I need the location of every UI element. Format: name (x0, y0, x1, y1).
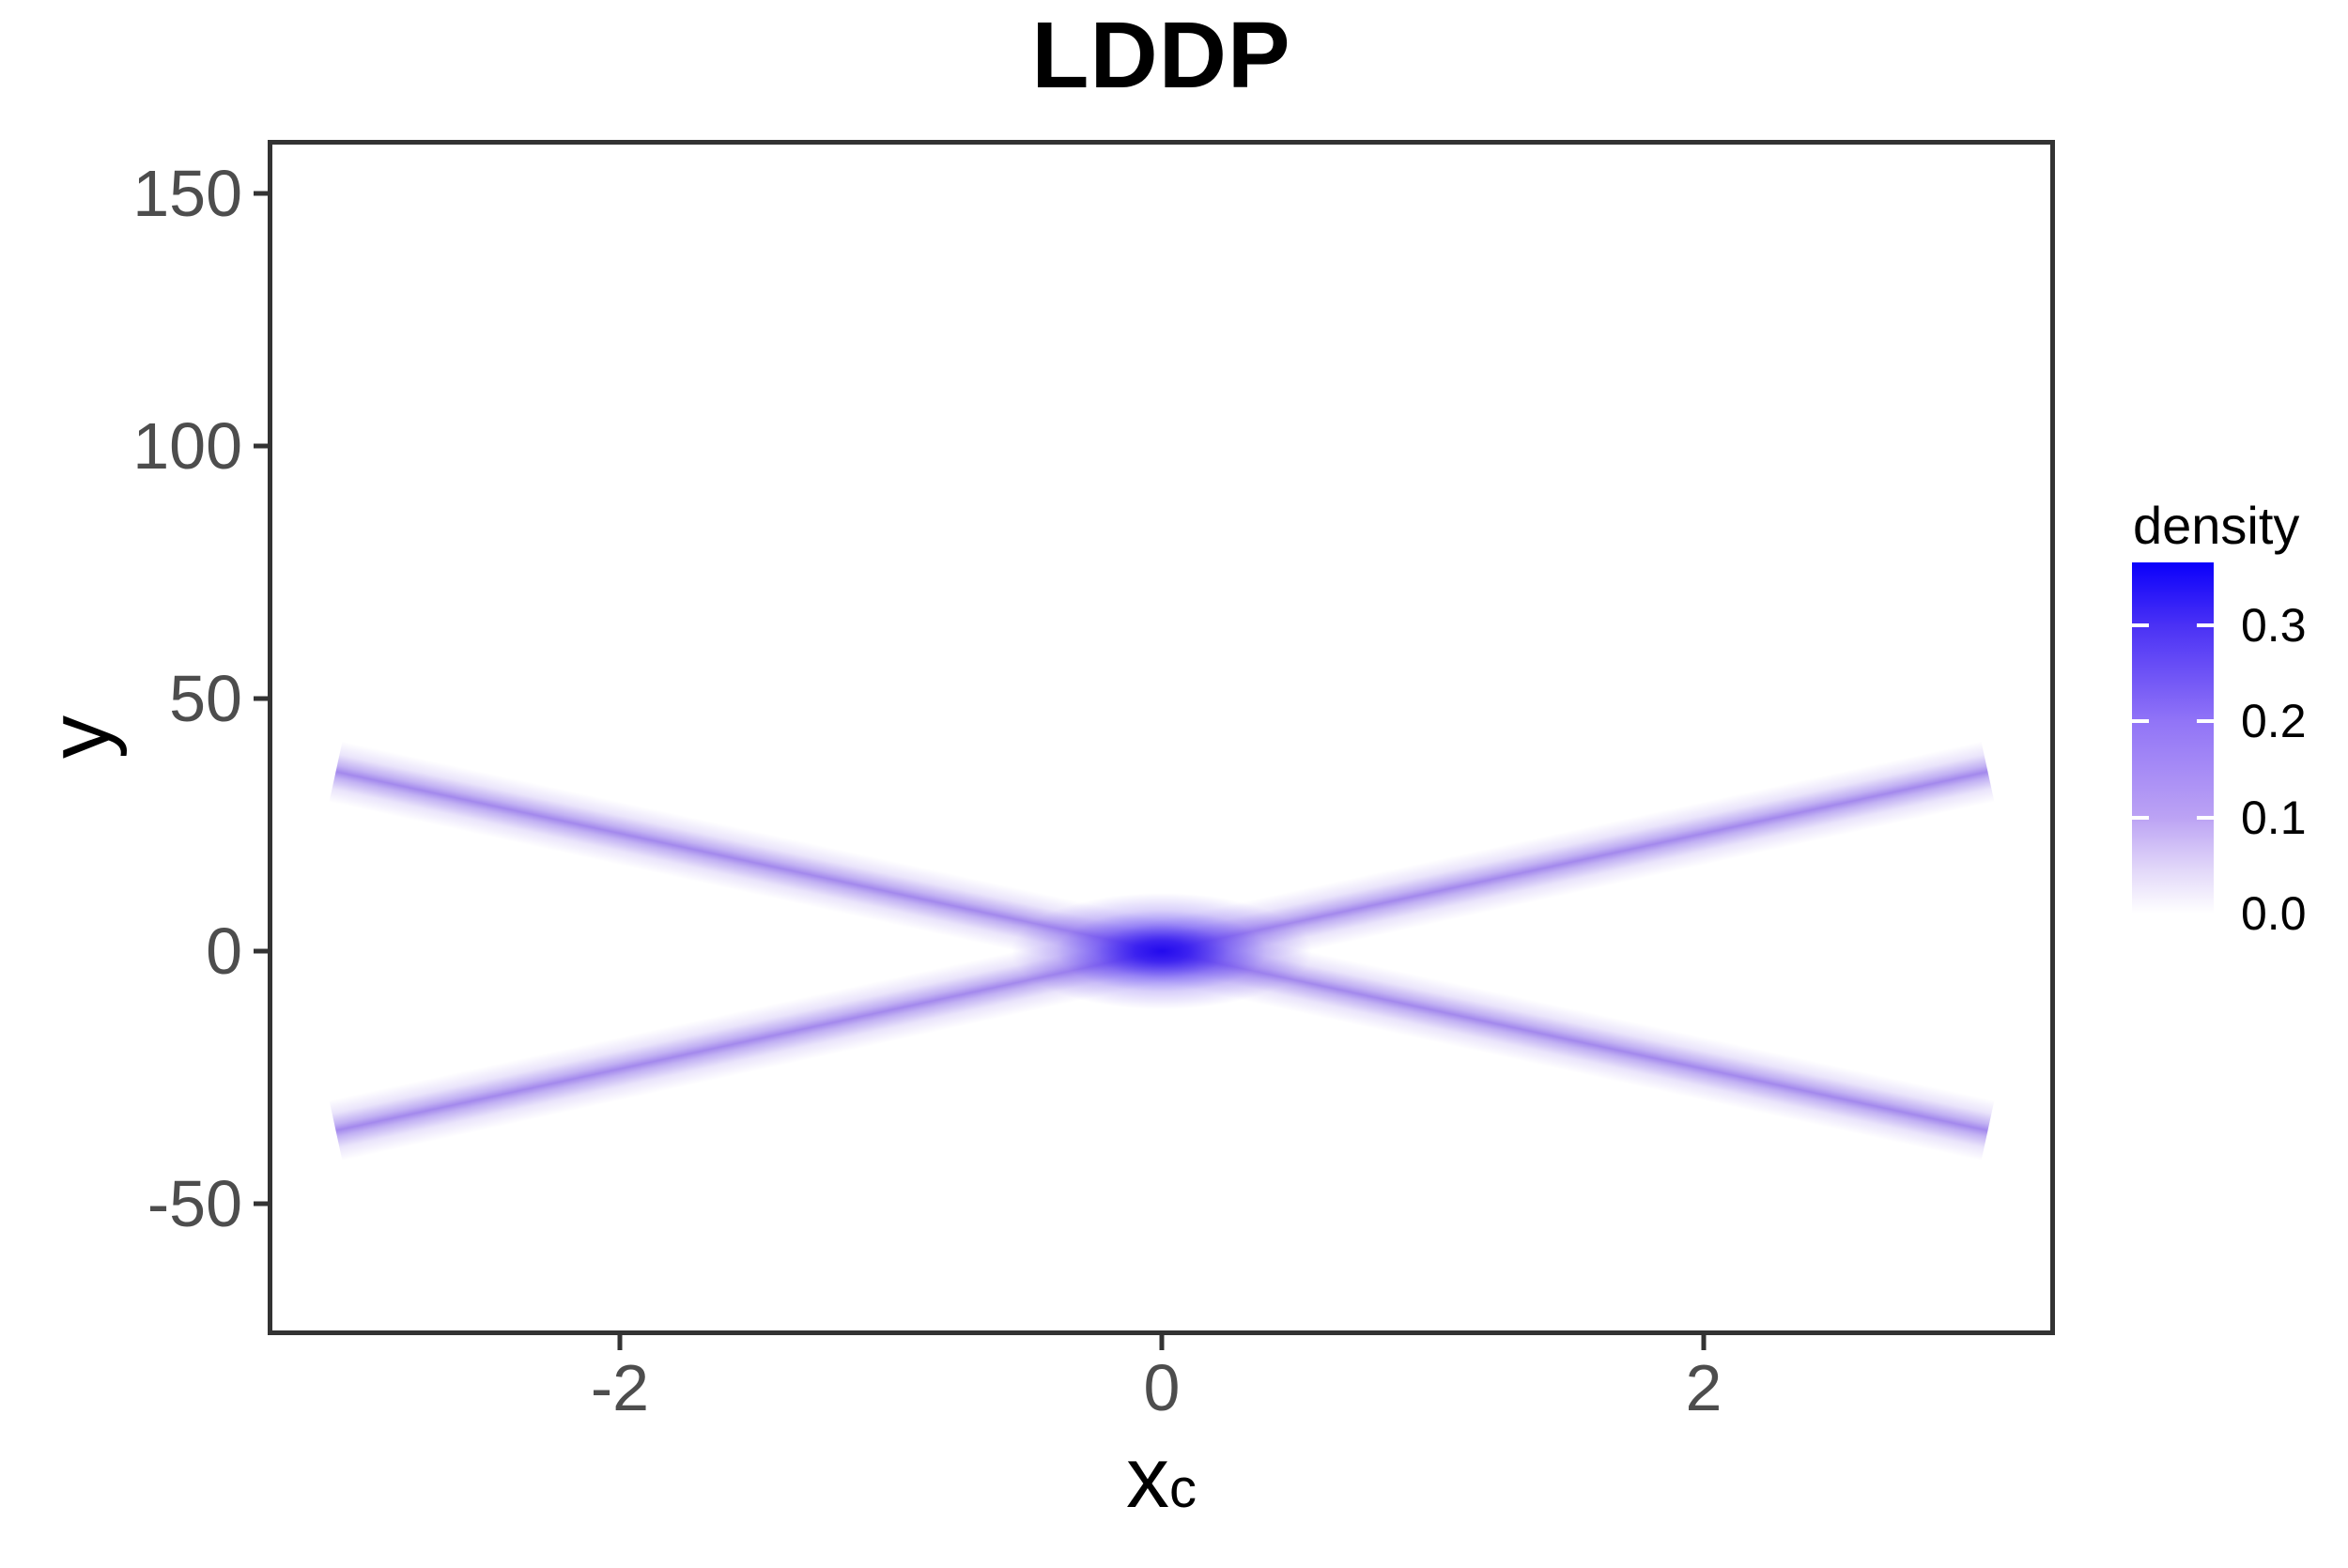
x-axis-title: xc (268, 1435, 2055, 1521)
x-tick-mark (1701, 1335, 1707, 1350)
chart-title: LDDP (1031, 3, 1291, 108)
y-tick-mark (254, 443, 269, 449)
legend-gradient-bar (2132, 562, 2214, 914)
x-tick-label: 2 (1685, 1351, 1722, 1424)
legend-tick-mark (2197, 815, 2214, 820)
max-density-hotspot (1012, 893, 1312, 1009)
y-tick-label: -50 (147, 1167, 242, 1240)
legend-tick-mark (2132, 719, 2149, 724)
x-tick-mark (1159, 1335, 1165, 1350)
x-axis-title-base: x (1126, 1430, 1169, 1526)
y-tick-label: 150 (132, 157, 242, 230)
legend-title: density (2133, 496, 2300, 555)
y-tick-mark (254, 696, 269, 701)
y-tick-label: 100 (132, 409, 242, 483)
legend-tick-label: 0.0 (2241, 887, 2307, 940)
legend-tick-label: 0.1 (2241, 791, 2307, 844)
plot-panel (268, 140, 2055, 1335)
legend-tick-label: 0.2 (2241, 695, 2307, 748)
y-tick-mark (254, 1201, 269, 1207)
legend-tick-mark (2197, 623, 2214, 628)
legend-tick-mark (2197, 719, 2214, 724)
y-tick-label: 0 (206, 915, 242, 988)
legend-tick-mark (2132, 815, 2149, 820)
x-tick-label: -2 (590, 1351, 650, 1424)
y-tick-mark (254, 191, 269, 196)
y-tick-mark (254, 948, 269, 954)
y-tick-label: 50 (169, 662, 242, 735)
x-tick-label: 0 (1143, 1351, 1181, 1424)
x-tick-mark (617, 1335, 623, 1350)
legend-tick-mark (2132, 623, 2149, 628)
legend-tick-label: 0.3 (2241, 599, 2307, 653)
x-axis-title-superscript: c (1169, 1458, 1197, 1519)
y-axis-title: y (32, 715, 128, 759)
